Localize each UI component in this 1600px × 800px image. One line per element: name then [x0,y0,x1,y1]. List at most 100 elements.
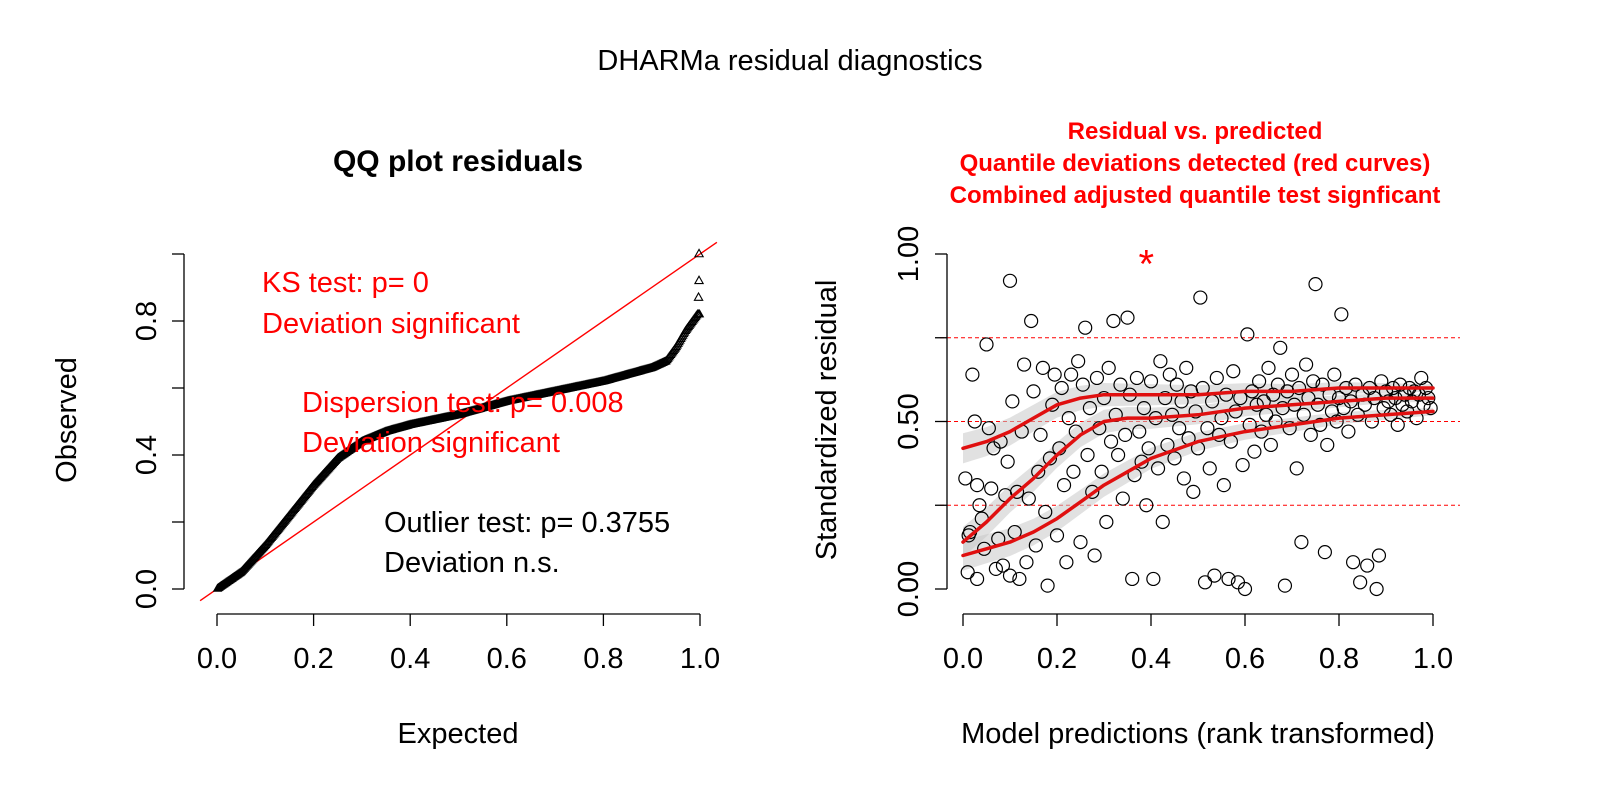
residual-point [967,414,982,429]
residual-point [1251,374,1267,389]
residual-point [1188,404,1203,419]
residual-point [1002,273,1018,288]
residual-title-line-3: Combined adjusted quantile test signfica… [950,182,1441,209]
residual-point [1087,548,1102,563]
ks-deviation-text: Deviation significant [262,308,520,340]
residual-point [1059,555,1074,570]
qq-y-tick-label: 0.0 [131,569,163,609]
quantile-curve-q25 [961,409,1435,558]
residual-point [1216,478,1231,493]
residual-y-axis-label: Standardized residual [811,280,843,561]
figure-title: DHARMa residual diagnostics [597,45,982,77]
outlier-test-text: Outlier test: p= 0.3755 [384,507,670,539]
residual-point [1226,364,1241,379]
residual-point [972,498,987,513]
qq-outlier-point [693,248,705,258]
residual-point [1153,354,1168,369]
residual-point [969,478,985,493]
residual-point [1019,555,1034,570]
residual-point [1073,534,1088,550]
outlier-star-marker: * [1139,242,1155,286]
residual-point [1005,394,1020,409]
residual-point [1129,370,1145,386]
residual-point [979,337,994,352]
residual-point [1110,447,1126,463]
residual-point [1106,313,1121,329]
residual-point [1078,320,1093,335]
residual-point [1360,558,1375,573]
residual-point [1334,307,1349,322]
dispersion-deviation-text: Deviation significant [302,427,560,459]
residual-point [1143,374,1159,389]
residual-title-line-2: Quantile deviations detected (red curves… [960,150,1431,177]
quantile-curve-q50 [961,396,1435,544]
residual-point [1221,571,1236,587]
ks-test-text: KS test: p= 0 [262,267,429,299]
residual-point [1103,434,1119,449]
residual-point [1115,491,1130,506]
residual-point [1169,377,1184,392]
residual-point [1291,380,1307,396]
residual-point [1094,464,1109,479]
qq-x-tick-label: 0.4 [390,643,430,675]
residual-point [1132,424,1147,439]
residual-point [1150,461,1166,476]
qq-x-tick-label: 0.2 [293,643,333,675]
residual-point [1101,360,1116,375]
residual-y-tick-label: 1.00 [893,226,925,282]
residual-point [1186,484,1201,499]
residual-point [1031,464,1046,479]
residual-point [1381,394,1396,409]
residual-point [1200,421,1215,436]
residual-point [1080,447,1095,463]
residual-point [1066,464,1081,479]
residual-point [1284,367,1300,382]
residual-point [984,481,999,496]
residual-point [1390,417,1405,432]
residual-point [1033,427,1048,442]
residual-point [1423,401,1438,416]
residual-point [1207,568,1222,583]
residual-point [1038,504,1053,520]
residual-point [1282,421,1297,436]
residual-point [1235,457,1250,473]
residual-point [1298,357,1314,372]
residual-point [1308,277,1323,292]
residual-point [1369,581,1384,597]
residual-point [1024,313,1039,329]
residual-point [1035,360,1051,375]
residual-point [1306,374,1321,389]
residual-point [1042,451,1058,466]
qq-outlier-point [693,291,704,301]
qq-plot-title: QQ plot residuals [333,145,583,178]
residual-point [1176,471,1192,486]
qq-outlier-point [693,275,705,285]
residual-point [1263,437,1278,453]
qq-reference-line [199,241,718,602]
residual-point [1266,387,1281,402]
residual-point [1026,384,1041,399]
residual-point [1348,377,1363,392]
residual-point [1193,290,1208,305]
residual-point [1345,555,1361,570]
residual-point [1089,370,1105,386]
residual-point [1249,397,1264,412]
residual-point [1136,401,1152,416]
residual-vs-predicted-panel: Residual vs. predicted Quantile deviatio… [811,118,1460,750]
residual-y-tick-label: 0.50 [893,393,925,449]
residual-point [1261,360,1276,375]
residual-point [1040,578,1055,593]
residual-point [1209,370,1224,386]
residual-point [1002,568,1018,583]
qq-plot-panel: QQ plot residuals 0.0 0.2 0.4 0.6 0.8 1.00.00… [51,145,720,750]
residual-title-line-1: Residual vs. predicted [1068,118,1323,145]
residual-point [1313,417,1328,432]
residual-point [1056,478,1072,493]
residual-point [988,561,1004,577]
qq-x-axis-label: Expected [398,718,519,750]
residual-point [1162,367,1177,382]
residual-point [1289,461,1304,476]
residual-point [1155,514,1170,530]
